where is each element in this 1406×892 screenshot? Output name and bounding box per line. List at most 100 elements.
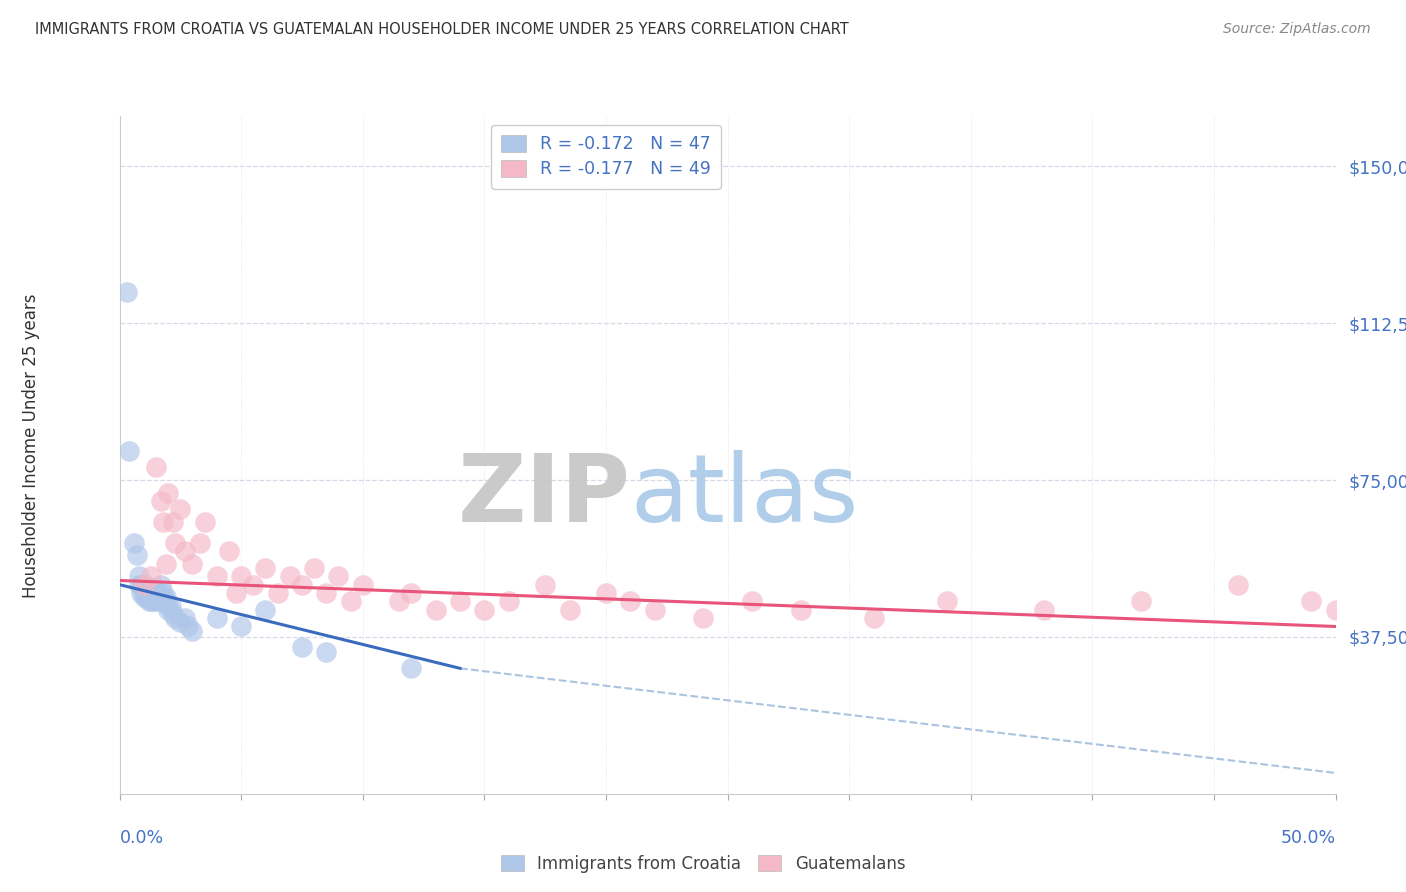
Point bbox=[1324, 603, 1347, 617]
Point bbox=[388, 594, 411, 608]
Point bbox=[862, 611, 884, 625]
Point bbox=[231, 619, 253, 633]
Point bbox=[278, 569, 301, 583]
Point bbox=[138, 594, 160, 608]
Point bbox=[132, 586, 155, 600]
Point bbox=[142, 586, 165, 600]
Point bbox=[152, 515, 174, 529]
Point bbox=[254, 603, 277, 617]
Point bbox=[118, 443, 141, 458]
Point bbox=[152, 594, 174, 608]
Point bbox=[132, 591, 155, 605]
Point bbox=[205, 569, 228, 583]
Point bbox=[176, 619, 198, 633]
Point bbox=[157, 603, 180, 617]
Text: 50.0%: 50.0% bbox=[1281, 829, 1336, 847]
Point bbox=[122, 536, 145, 550]
Point bbox=[155, 591, 177, 605]
Point bbox=[128, 577, 150, 591]
Point bbox=[115, 285, 138, 299]
Point bbox=[315, 644, 337, 658]
Point bbox=[472, 603, 496, 617]
Point bbox=[125, 549, 148, 563]
Text: ZIP: ZIP bbox=[457, 450, 630, 541]
Point bbox=[205, 611, 228, 625]
Point bbox=[498, 594, 520, 608]
Point bbox=[242, 577, 264, 591]
Point bbox=[155, 557, 177, 571]
Point bbox=[145, 591, 167, 605]
Point bbox=[558, 603, 581, 617]
Point bbox=[1227, 577, 1250, 591]
Point bbox=[789, 603, 811, 617]
Point bbox=[181, 557, 204, 571]
Point bbox=[157, 485, 180, 500]
Point bbox=[139, 586, 162, 600]
Point bbox=[135, 591, 157, 605]
Point bbox=[148, 594, 170, 608]
Point bbox=[169, 502, 191, 516]
Point bbox=[138, 582, 160, 596]
Point bbox=[352, 577, 374, 591]
Text: atlas: atlas bbox=[630, 450, 859, 541]
Point bbox=[162, 607, 184, 621]
Point bbox=[135, 577, 157, 591]
Point bbox=[145, 582, 167, 596]
Point bbox=[139, 594, 162, 608]
Point bbox=[1301, 594, 1323, 608]
Point bbox=[139, 569, 162, 583]
Point bbox=[449, 594, 471, 608]
Point bbox=[1130, 594, 1153, 608]
Point bbox=[165, 611, 187, 625]
Point bbox=[157, 599, 180, 613]
Point bbox=[401, 661, 423, 675]
Point bbox=[128, 569, 150, 583]
Point bbox=[139, 591, 162, 605]
Point bbox=[741, 594, 763, 608]
Point bbox=[174, 611, 197, 625]
Point bbox=[155, 594, 177, 608]
Text: IMMIGRANTS FROM CROATIA VS GUATEMALAN HOUSEHOLDER INCOME UNDER 25 YEARS CORRELAT: IMMIGRANTS FROM CROATIA VS GUATEMALAN HO… bbox=[35, 22, 849, 37]
Point bbox=[131, 586, 153, 600]
Point bbox=[339, 594, 361, 608]
Point bbox=[159, 599, 181, 613]
Legend: Immigrants from Croatia, Guatemalans: Immigrants from Croatia, Guatemalans bbox=[494, 848, 912, 880]
Point bbox=[142, 594, 165, 608]
Legend: R = -0.172   N = 47, R = -0.177   N = 49: R = -0.172 N = 47, R = -0.177 N = 49 bbox=[491, 125, 721, 189]
Point bbox=[174, 544, 197, 558]
Point bbox=[194, 515, 217, 529]
Point bbox=[302, 561, 325, 575]
Point bbox=[131, 577, 153, 591]
Point bbox=[145, 460, 167, 475]
Point bbox=[149, 494, 172, 508]
Point bbox=[169, 615, 191, 630]
Text: Householder Income Under 25 years: Householder Income Under 25 years bbox=[22, 293, 39, 599]
Point bbox=[142, 591, 165, 605]
Point bbox=[148, 586, 170, 600]
Point bbox=[231, 569, 253, 583]
Point bbox=[218, 544, 240, 558]
Point bbox=[291, 577, 314, 591]
Point bbox=[644, 603, 666, 617]
Point bbox=[534, 577, 557, 591]
Point bbox=[188, 536, 211, 550]
Text: 0.0%: 0.0% bbox=[120, 829, 163, 847]
Point bbox=[138, 586, 160, 600]
Point bbox=[225, 586, 247, 600]
Point bbox=[692, 611, 714, 625]
Point bbox=[152, 586, 174, 600]
Point bbox=[595, 586, 617, 600]
Point bbox=[315, 586, 337, 600]
Point bbox=[132, 577, 155, 591]
Point bbox=[425, 603, 447, 617]
Point bbox=[132, 582, 155, 596]
Point bbox=[149, 591, 172, 605]
Point bbox=[165, 536, 187, 550]
Point bbox=[328, 569, 350, 583]
Point bbox=[291, 640, 314, 655]
Point bbox=[266, 586, 288, 600]
Point bbox=[935, 594, 957, 608]
Point bbox=[619, 594, 641, 608]
Text: Source: ZipAtlas.com: Source: ZipAtlas.com bbox=[1223, 22, 1371, 37]
Point bbox=[162, 515, 184, 529]
